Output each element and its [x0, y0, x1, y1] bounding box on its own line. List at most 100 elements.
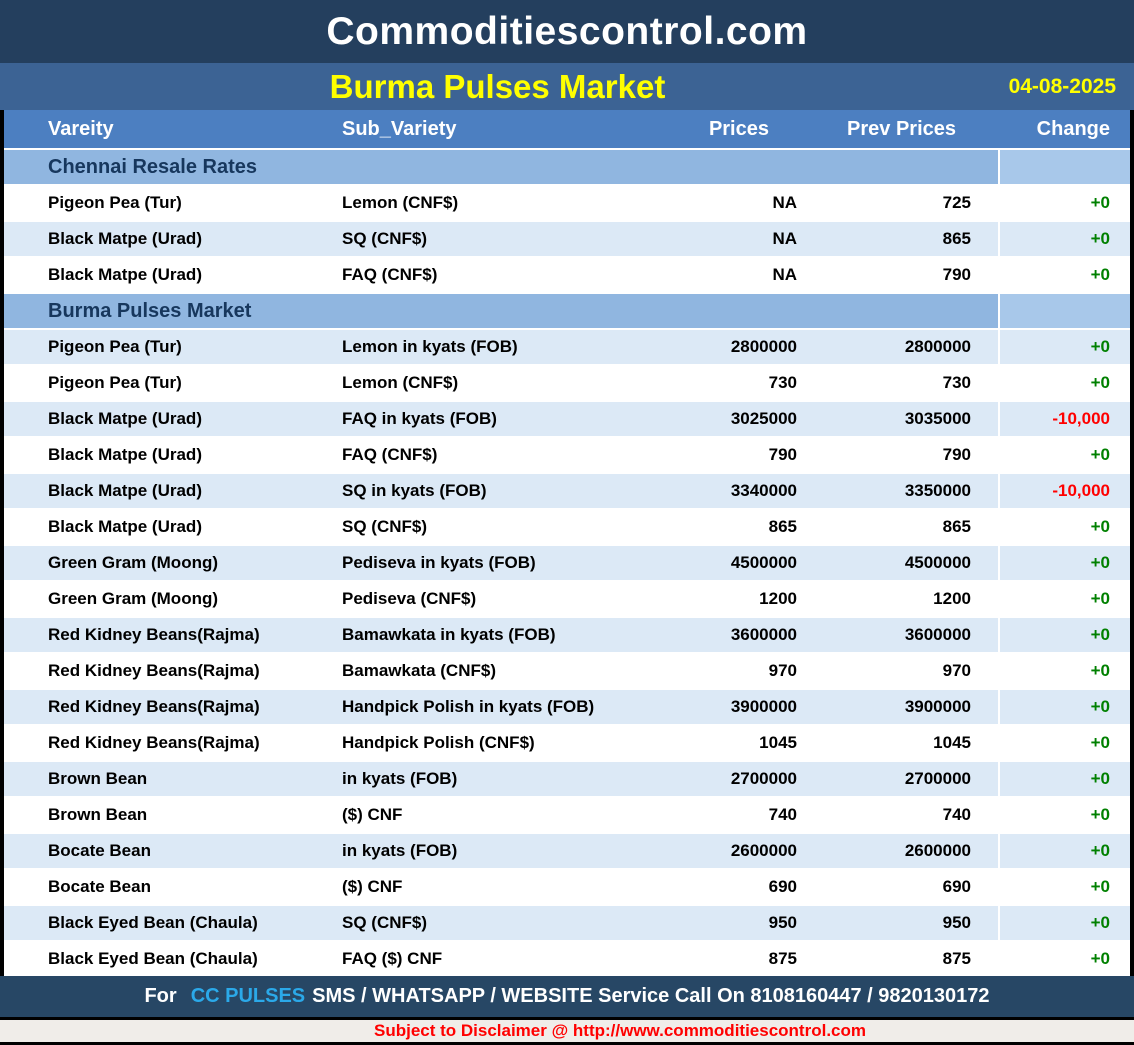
- table-row: Pigeon Pea (Tur) Lemon (CNF$) NA 725 +0: [4, 184, 1130, 221]
- price-cell: 2700000: [654, 760, 814, 797]
- change-cell: +0: [998, 796, 1130, 833]
- prev-price-cell: 3900000: [814, 688, 999, 725]
- price-cell: 950: [654, 904, 814, 941]
- footer-brand: CC PULSES: [190, 985, 306, 1007]
- column-header-variety: Vareity: [4, 110, 317, 149]
- table-row: Red Kidney Beans(Rajma) Handpick Polish i…: [4, 688, 1130, 725]
- table-row: Bocate Bean ($) CNF 690 690 +0: [4, 868, 1130, 905]
- sub-variety-cell: Bamawkata in kyats (FOB): [317, 616, 654, 653]
- site-title-bar: Commoditiescontrol.com: [0, 0, 1134, 63]
- sub-variety-cell: Handpick Polish in kyats (FOB): [317, 688, 654, 725]
- table-row: Pigeon Pea (Tur) Lemon (CNF$) 730 730 +0: [4, 364, 1130, 401]
- prev-price-cell: 730: [814, 364, 999, 401]
- change-cell: +0: [998, 184, 1130, 221]
- section-title: Burma Pulses Market: [4, 292, 999, 329]
- prev-price-cell: 865: [814, 508, 999, 545]
- prev-price-cell: 1200: [814, 580, 999, 617]
- change-cell: +0: [998, 544, 1130, 581]
- column-header-change: Change: [999, 110, 1130, 149]
- price-cell: 3340000: [654, 472, 814, 509]
- prev-price-cell: 790: [814, 436, 999, 473]
- price-cell: 730: [654, 364, 814, 401]
- price-cell: 1200: [654, 580, 814, 617]
- prev-price-cell: 950: [814, 904, 999, 941]
- change-cell: +0: [998, 256, 1130, 293]
- footer-message: SMS / WHATSAPP / WEBSITE Service Call On…: [312, 985, 990, 1007]
- table-row: Black Matpe (Urad) FAQ (CNF$) 790 790 +0: [4, 436, 1130, 473]
- sub-variety-cell: in kyats (FOB): [317, 760, 654, 797]
- variety-cell: Black Matpe (Urad): [4, 436, 317, 473]
- table-row: Black Eyed Bean (Chaula) FAQ ($) CNF 875 87…: [4, 940, 1130, 976]
- column-header-prev-prices: Prev Prices: [814, 110, 999, 149]
- sub-variety-cell: Lemon (CNF$): [317, 364, 654, 401]
- price-cell: 690: [654, 868, 814, 905]
- variety-cell: Green Gram (Moong): [4, 580, 317, 617]
- sub-variety-cell: SQ in kyats (FOB): [317, 472, 654, 509]
- change-cell: +0: [998, 616, 1130, 653]
- column-header-sub-variety: Sub_Variety: [317, 110, 654, 149]
- site-title: Commoditiescontrol.com: [326, 9, 808, 53]
- disclaimer-link[interactable]: Subject to Disclaimer @ http://www.commo…: [373, 1021, 866, 1040]
- price-cell: 875: [654, 940, 814, 976]
- sub-variety-cell: Bamawkata (CNF$): [317, 652, 654, 689]
- price-cell: 865: [654, 508, 814, 545]
- price-cell: 790: [654, 436, 814, 473]
- price-cell: 1045: [654, 724, 814, 761]
- price-cell: 740: [654, 796, 814, 833]
- section-row-tail: [998, 148, 1130, 185]
- service-footer-bar: For CC PULSES SMS / WHATSAPP / WEBSITE S…: [0, 976, 1134, 1020]
- sub-variety-cell: SQ (CNF$): [317, 508, 654, 545]
- prev-price-cell: 740: [814, 796, 999, 833]
- price-cell: NA: [654, 184, 814, 221]
- change-cell: +0: [998, 724, 1130, 761]
- price-table-wrap: Vareity Sub_Variety Prices Prev Prices C…: [0, 110, 1134, 976]
- table-row: Red Kidney Beans(Rajma) Bamawkata (CNF$) 9…: [4, 652, 1130, 689]
- sub-variety-cell: FAQ ($) CNF: [317, 940, 654, 976]
- report-title: Burma Pulses Market: [329, 67, 666, 105]
- variety-cell: Pigeon Pea (Tur): [4, 184, 317, 221]
- price-cell: NA: [654, 256, 814, 293]
- table-row: Brown Bean ($) CNF 740 740 +0: [4, 796, 1130, 833]
- change-cell: +0: [998, 832, 1130, 869]
- variety-cell: Black Matpe (Urad): [4, 220, 317, 257]
- section-row: Burma Pulses Market: [4, 292, 1130, 329]
- price-cell: 3900000: [654, 688, 814, 725]
- table-row: Black Matpe (Urad) SQ (CNF$) NA 865 +0: [4, 220, 1130, 257]
- price-cell: 3600000: [654, 616, 814, 653]
- variety-cell: Pigeon Pea (Tur): [4, 364, 317, 401]
- prev-price-cell: 865: [814, 220, 999, 257]
- sub-variety-cell: Handpick Polish (CNF$): [317, 724, 654, 761]
- sub-variety-cell: Pediseva in kyats (FOB): [317, 544, 654, 581]
- change-cell: +0: [998, 328, 1130, 365]
- variety-cell: Brown Bean: [4, 760, 317, 797]
- price-cell: 4500000: [654, 544, 814, 581]
- sub-variety-cell: FAQ (CNF$): [317, 256, 654, 293]
- table-row: Black Matpe (Urad) FAQ (CNF$) NA 790 +0: [4, 256, 1130, 293]
- variety-cell: Black Matpe (Urad): [4, 400, 317, 437]
- table-row: Black Matpe (Urad) SQ in kyats (FOB) 33400…: [4, 472, 1130, 509]
- sub-variety-cell: SQ (CNF$): [317, 904, 654, 941]
- sub-variety-cell: FAQ in kyats (FOB): [317, 400, 654, 437]
- disclaimer-bar: Subject to Disclaimer @ http://www.commo…: [0, 1020, 1134, 1045]
- change-cell: +0: [998, 940, 1130, 976]
- prev-price-cell: 1045: [814, 724, 999, 761]
- table-row: Red Kidney Beans(Rajma) Bamawkata in kyat…: [4, 616, 1130, 653]
- variety-cell: Green Gram (Moong): [4, 544, 317, 581]
- table-row: Black Matpe (Urad) FAQ in kyats (FOB) 3025…: [4, 400, 1130, 437]
- variety-cell: Red Kidney Beans(Rajma): [4, 652, 317, 689]
- sub-variety-cell: FAQ (CNF$): [317, 436, 654, 473]
- report-title-bar: Burma Pulses Market 04-08-2025: [0, 63, 1134, 110]
- variety-cell: Black Eyed Bean (Chaula): [4, 940, 317, 976]
- change-cell: +0: [998, 364, 1130, 401]
- prev-price-cell: 790: [814, 256, 999, 293]
- prev-price-cell: 690: [814, 868, 999, 905]
- section-row: Chennai Resale Rates: [4, 148, 1130, 185]
- sub-variety-cell: SQ (CNF$): [317, 220, 654, 257]
- prev-price-cell: 4500000: [814, 544, 999, 581]
- change-cell: +0: [998, 652, 1130, 689]
- change-cell: +0: [998, 508, 1130, 545]
- prev-price-cell: 875: [814, 940, 999, 976]
- sub-variety-cell: ($) CNF: [317, 868, 654, 905]
- prev-price-cell: 725: [814, 184, 999, 221]
